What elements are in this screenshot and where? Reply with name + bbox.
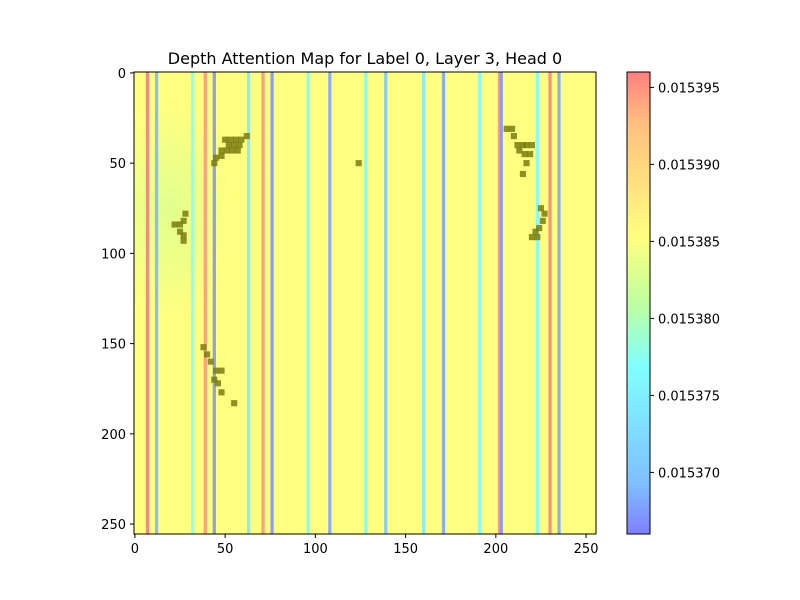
- heatmap-glow-region: [134, 100, 230, 320]
- overlay-cell-43: [204, 351, 211, 358]
- overlay-cell-4: [243, 132, 250, 140]
- overlay-cell-36: [541, 210, 548, 217]
- overlay-cell-28: [523, 142, 530, 149]
- overlay-cell-32: [527, 151, 534, 158]
- overlay-cell-10: [229, 147, 236, 154]
- y-tick-label-4: 200: [101, 428, 126, 443]
- heatmap-stripe-0: [145, 72, 150, 534]
- heatmap-stripe-7: [270, 72, 274, 534]
- overlay-cell-29: [528, 142, 536, 149]
- heatmap-stripe-6: [261, 72, 265, 534]
- x-tick-label-1: 50: [217, 542, 234, 557]
- overlay-cell-11: [234, 147, 241, 154]
- heatmap-stripe-10: [364, 72, 368, 534]
- overlay-cell-46: [218, 367, 225, 374]
- overlay-cell-17: [180, 217, 187, 224]
- chart-title: Depth Attention Map for Label 0, Layer 3…: [168, 49, 562, 68]
- overlay-cell-6: [231, 142, 238, 149]
- overlay-cell-26: [514, 142, 521, 149]
- overlay-cell-21: [180, 237, 187, 244]
- x-tick-label-0: 0: [131, 542, 139, 557]
- overlay-cell-22: [355, 160, 362, 167]
- heatmap-stripe-16: [499, 72, 503, 534]
- overlay-cell-12: [213, 154, 220, 161]
- overlay-cell-39: [532, 228, 539, 235]
- overlay-cell-24: [509, 125, 516, 132]
- overlay-cell-7: [236, 142, 243, 149]
- overlay-cell-47: [211, 376, 218, 383]
- heatmap-stripe-3: [203, 72, 207, 534]
- heatmap-stripe-2: [191, 72, 195, 534]
- y-tick-label-1: 50: [109, 157, 126, 172]
- overlay-cell-16: [176, 221, 184, 228]
- overlay-cell-30: [516, 147, 523, 154]
- x-tick-label-3: 150: [393, 542, 418, 557]
- overlay-cell-40: [528, 234, 536, 241]
- colorbar-tick-label-3: 0.015385: [658, 235, 720, 250]
- overlay-cell-3: [238, 136, 245, 143]
- overlay-cell-8: [218, 147, 225, 154]
- heatmap-stripe-1: [154, 72, 159, 534]
- overlay-cell-48: [214, 380, 221, 387]
- overlay-cell-34: [519, 170, 526, 178]
- overlay-cell-25: [510, 132, 517, 140]
- overlay-cell-27: [519, 142, 526, 149]
- overlay-cell-1: [227, 136, 234, 143]
- overlay-cell-0: [222, 136, 229, 143]
- heatmap-stripe-12: [422, 72, 426, 534]
- y-tick-label-5: 250: [101, 518, 126, 533]
- heatmap-stripe-5: [246, 72, 251, 534]
- overlay-cell-31: [521, 151, 528, 158]
- plot-frame: [133, 71, 597, 535]
- y-tick-label-0: 0: [118, 67, 126, 82]
- overlay-cell-9: [223, 147, 231, 154]
- overlay-cell-37: [539, 217, 546, 224]
- colorbar: [627, 72, 650, 534]
- overlay-cell-13: [218, 152, 225, 159]
- heatmap-stripe-15: [497, 72, 502, 534]
- heatmap-stripe-11: [384, 72, 388, 534]
- overlay-cell-20: [180, 232, 187, 239]
- overlay-cell-33: [523, 160, 530, 167]
- heatmap-stripe-18: [548, 72, 552, 534]
- overlay-cell-41: [534, 234, 541, 241]
- y-tick-label-2: 100: [101, 247, 126, 262]
- overlay-cell-49: [218, 389, 225, 396]
- overlay-cell-44: [207, 358, 214, 365]
- x-tick-label-5: 250: [574, 542, 599, 557]
- overlay-cell-2: [232, 136, 240, 143]
- overlay-cell-14: [211, 160, 218, 167]
- overlay-cell-50: [231, 400, 238, 407]
- colorbar-tick-label-0: 0.015370: [658, 466, 720, 481]
- overlay-cell-23: [503, 125, 510, 132]
- overlay-cell-15: [171, 221, 178, 228]
- overlay-cell-45: [213, 367, 220, 374]
- x-tick-label-4: 200: [483, 542, 508, 557]
- overlay-cell-18: [182, 210, 189, 217]
- heatmap-stripe-14: [477, 72, 482, 534]
- heatmap-stripe-13: [441, 72, 446, 534]
- heatmap-stripe-4: [212, 72, 216, 534]
- plot-area: [134, 72, 596, 534]
- colorbar-tick-label-1: 0.015375: [658, 389, 720, 404]
- colorbar-tick-label-2: 0.015380: [658, 312, 720, 327]
- overlay-cell-19: [176, 228, 184, 235]
- overlay-cell-42: [200, 344, 207, 351]
- heatmap-stripe-9: [328, 72, 332, 534]
- y-tick-label-3: 150: [101, 338, 126, 353]
- x-tick-label-2: 100: [303, 542, 328, 557]
- overlay-cell-38: [536, 225, 543, 232]
- colorbar-tick-label-5: 0.015395: [658, 81, 720, 96]
- overlay-cell-5: [225, 142, 232, 149]
- heatmap-stripe-17: [535, 72, 539, 534]
- heatmap-stripe-19: [557, 72, 561, 534]
- colorbar-frame: [626, 71, 651, 535]
- heatmap-stripe-8: [306, 72, 310, 534]
- overlay-cell-35: [537, 205, 545, 212]
- colorbar-tick-label-4: 0.015390: [658, 158, 720, 173]
